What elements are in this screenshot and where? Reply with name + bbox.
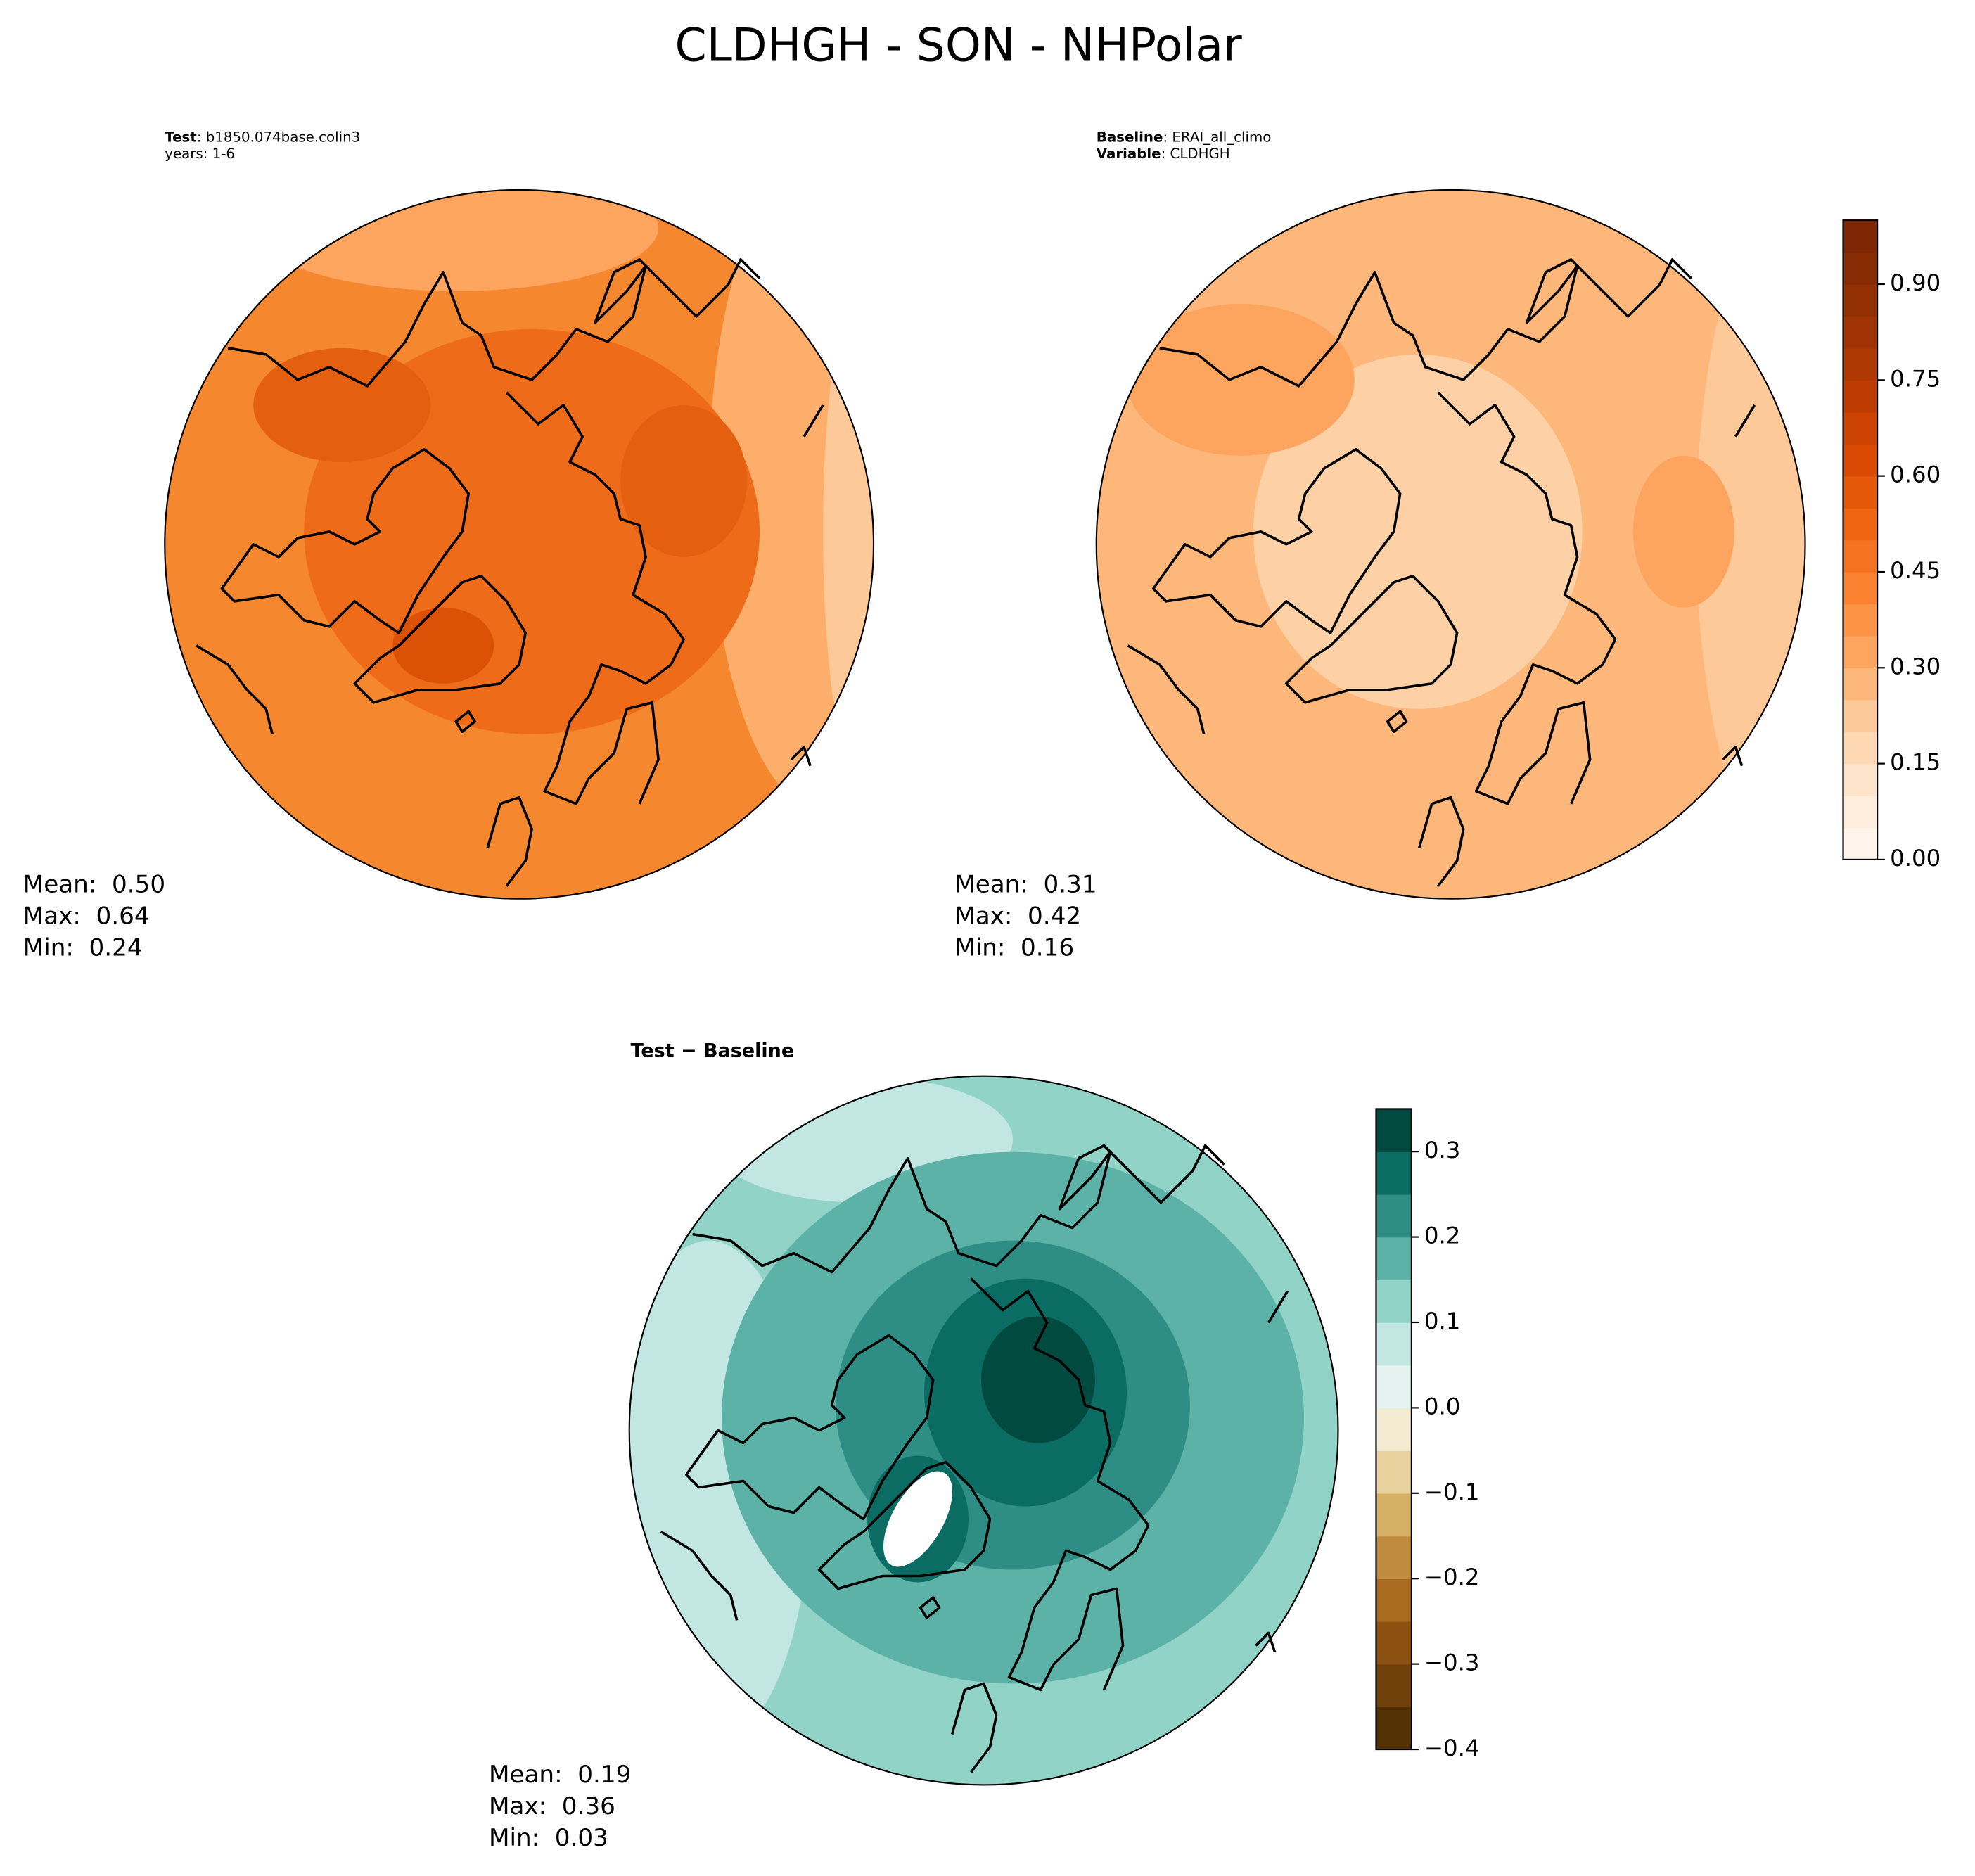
colorbar-band: [1843, 444, 1878, 477]
stat-value: 0.31: [1043, 871, 1097, 899]
stat-label: Mean:: [954, 871, 1028, 899]
stat-value: 0.42: [1028, 902, 1081, 931]
colorbar-band: [1843, 796, 1878, 829]
colorbar-frame: [1375, 1108, 1412, 1751]
colorbar-band: [1843, 763, 1878, 796]
panel-title: Test − Baseline: [631, 1040, 795, 1062]
header-key: Baseline: [1097, 129, 1163, 146]
colorbar-band: [1376, 1450, 1412, 1494]
stat-label: Min:: [23, 934, 74, 962]
colorbar-band: [1843, 604, 1878, 637]
stat-value: 0.64: [96, 902, 150, 931]
map-difference: [628, 1075, 1339, 1786]
stat-label: Mean:: [489, 1761, 563, 1789]
colorbar-tick-label: 0.1: [1424, 1308, 1460, 1334]
figure-title: CLDHGH - SON - NHPolar: [675, 19, 1242, 72]
stat-label: Min:: [954, 934, 1005, 962]
colorbar-band: [1376, 1365, 1412, 1409]
colorbar-band: [1843, 316, 1878, 349]
stat-label: Min:: [489, 1824, 539, 1852]
header-text: : CLDHGH: [1161, 146, 1230, 162]
colorbar-band: [1376, 1237, 1412, 1280]
colorbar-band: [1376, 1109, 1412, 1152]
panel-header: years: 1-6: [165, 146, 235, 162]
map-test: [164, 189, 875, 900]
colorbar-tick-label: 0.30: [1890, 653, 1941, 679]
colorbar-band: [1376, 1578, 1412, 1622]
header-text: : ERAI_all_climo: [1163, 129, 1271, 146]
colorbar-tick-label: −0.1: [1424, 1479, 1480, 1505]
stat-value: 0.24: [89, 934, 142, 962]
colorbar-band: [1843, 732, 1878, 765]
stat-label: Mean:: [23, 871, 97, 899]
colorbar-band: [1376, 1280, 1412, 1323]
colorbar-band: [1843, 252, 1878, 285]
colorbar-band: [1843, 635, 1878, 669]
colorbar-band: [1843, 827, 1878, 860]
stat-value: 0.03: [555, 1824, 608, 1852]
header-text: years: 1-6: [165, 146, 235, 162]
panel-header: Baseline: ERAI_all_climo: [1097, 129, 1272, 146]
colorbar-tick-label: 0.2: [1424, 1223, 1460, 1249]
stat-label: Max:: [954, 902, 1012, 931]
colorbar-band: [1376, 1536, 1412, 1579]
colorbar-band: [1843, 476, 1878, 509]
colorbar-band: [1376, 1322, 1412, 1366]
colorbar-tick-label: −0.4: [1424, 1735, 1480, 1761]
colorbar-band: [1376, 1664, 1412, 1708]
colorbar-band: [1843, 699, 1878, 732]
colorbar-tick-label: −0.3: [1424, 1650, 1480, 1676]
map-baseline: [1095, 189, 1806, 900]
colorbar-band: [1376, 1621, 1412, 1665]
colorbar-tick-label: 0.60: [1890, 461, 1941, 488]
colorbar-tick-label: 0.75: [1890, 365, 1941, 392]
colorbar-tick-label: −0.2: [1424, 1564, 1480, 1590]
colorbar-tick-label: 0.15: [1890, 749, 1941, 776]
colorbar-band: [1376, 1194, 1412, 1238]
colorbar-band: [1843, 508, 1878, 541]
header-key: Variable: [1097, 146, 1161, 162]
stat-value: 0.19: [577, 1761, 631, 1789]
colorbar-band: [1376, 1151, 1412, 1195]
colorbar-band: [1843, 220, 1878, 253]
stat-value: 0.16: [1021, 934, 1074, 962]
stat-value: 0.50: [112, 871, 165, 899]
colorbar-band: [1843, 668, 1878, 701]
colorbar-band: [1376, 1706, 1412, 1750]
colorbar-tick-label: 0.45: [1890, 557, 1941, 584]
header-key: Test: [165, 129, 197, 146]
colorbar-tick-label: 0.3: [1424, 1137, 1460, 1163]
stat-value: 0.36: [562, 1792, 615, 1820]
colorbar-band: [1843, 571, 1878, 605]
stat-label: Max:: [23, 902, 81, 931]
header-text: : b1850.074base.colin3: [197, 129, 360, 146]
colorbar-band: [1843, 347, 1878, 381]
colorbar-frame: [1842, 219, 1879, 861]
colorbar-band: [1376, 1408, 1412, 1451]
colorbar-tick-label: 0.0: [1424, 1393, 1460, 1419]
colorbar-band: [1376, 1493, 1412, 1537]
colorbar-band: [1843, 284, 1878, 317]
colorbar-band: [1843, 540, 1878, 573]
stat-label: Max:: [489, 1792, 547, 1820]
panel-header: Test: b1850.074base.colin3: [165, 129, 360, 146]
panel-header: Variable: CLDHGH: [1097, 146, 1230, 162]
colorbar-tick-label: 0.90: [1890, 269, 1941, 296]
colorbar-tick-label: 0.00: [1890, 845, 1941, 872]
colorbar-band: [1843, 380, 1878, 413]
colorbar-band: [1843, 411, 1878, 445]
